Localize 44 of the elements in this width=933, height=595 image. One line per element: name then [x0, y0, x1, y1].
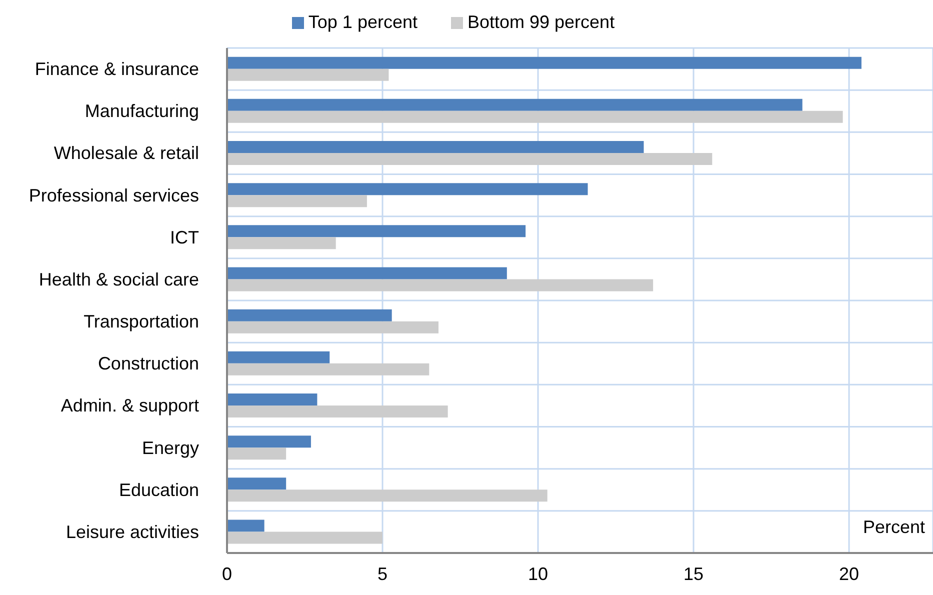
legend-label: Bottom 99 percent [467, 12, 615, 32]
x-tick-label: 5 [378, 564, 388, 584]
y-tick-label: Finance & insurance [34, 59, 199, 80]
bar [227, 394, 318, 406]
bar [227, 448, 286, 460]
bar [227, 279, 654, 292]
bar [227, 351, 330, 364]
bar [227, 110, 843, 123]
y-tick-label: Energy [142, 438, 199, 458]
x-tick-label: 15 [684, 564, 704, 584]
bar [227, 532, 383, 544]
bar [227, 237, 336, 250]
bar [227, 183, 588, 196]
bar [227, 490, 548, 502]
bar [227, 98, 802, 111]
bar [227, 520, 264, 532]
y-tick-label: Manufacturing [84, 101, 199, 122]
bar [227, 68, 389, 81]
bar [227, 225, 526, 238]
y-tick-label: Education [118, 480, 199, 500]
bar [227, 56, 862, 69]
bar [227, 195, 367, 208]
y-tick-label: Construction [98, 354, 199, 374]
bar [227, 436, 311, 448]
bar [227, 153, 712, 166]
y-tick-label: Wholesale & retail [54, 143, 199, 164]
bar [227, 141, 644, 154]
y-tick-label: Admin. & support [60, 396, 199, 416]
bar [227, 406, 448, 418]
y-tick-label: Transportation [84, 312, 199, 332]
legend-label: Top 1 percent [308, 12, 418, 32]
x-tick-label: 20 [839, 564, 860, 584]
x-tick-label: 0 [222, 564, 232, 584]
bar [227, 267, 507, 280]
y-tick-label: ICT [170, 227, 199, 248]
bar [227, 309, 392, 322]
y-tick-label: Professional services [28, 185, 199, 206]
y-tick-label: Health & social care [38, 269, 199, 290]
y-tick-label: Leisure activities [66, 522, 199, 542]
x-tick-label: 10 [528, 564, 548, 584]
x-axis-title: Percent [862, 517, 925, 537]
bar [227, 321, 438, 334]
bar [227, 363, 430, 376]
bar [227, 478, 286, 490]
